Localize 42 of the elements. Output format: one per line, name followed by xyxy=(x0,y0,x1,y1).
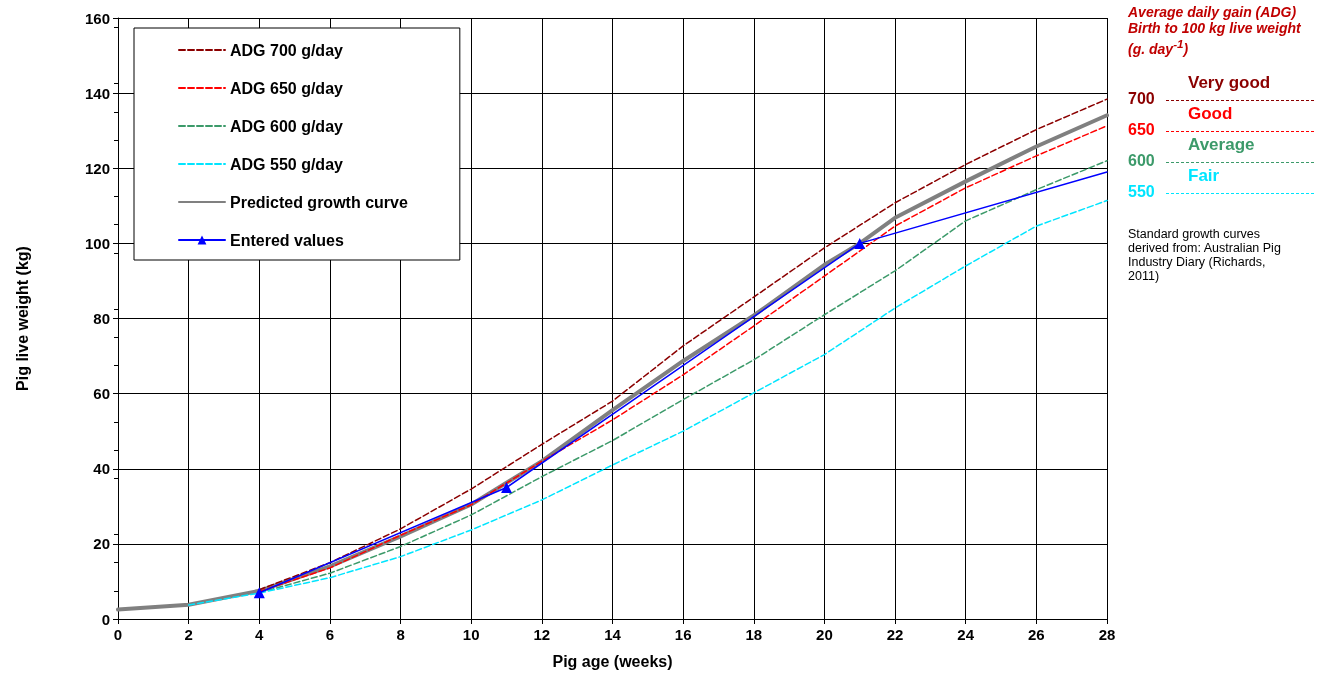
text: Average daily gain (ADG) Birth to 100 kg live weight (g. day$^{-1}$) xyxy=(1128,4,1302,57)
x-tick-label: 0 xyxy=(113,626,123,643)
text: 600 xyxy=(1128,151,1155,170)
x-tick-label: 8 xyxy=(396,626,405,643)
text: Average xyxy=(1188,134,1255,155)
x-tick-label: 14 xyxy=(604,626,622,643)
legend-label: ADG 600 g/day xyxy=(230,117,344,135)
x-tick-label: 2 xyxy=(184,626,193,643)
y-axis-title: Pig live weight (kg) xyxy=(13,246,31,391)
text: 550 xyxy=(1128,182,1155,201)
legend-label: ADG 700 g/day xyxy=(230,41,344,59)
y-tick-label: 160 xyxy=(84,9,110,27)
y-tick-label: 120 xyxy=(84,159,110,177)
text: Standard growth curves derived from: Australian Pig Industry Diary (Richards, 2011) xyxy=(1128,226,1282,283)
x-tick-label: 22 xyxy=(886,626,904,643)
x-tick-label: 12 xyxy=(533,626,551,643)
x-tick-label: 28 xyxy=(1098,626,1116,643)
x-axis-title: Pig age (weeks) xyxy=(552,652,673,670)
x-tick-label: 6 xyxy=(325,626,335,643)
y-tick-label: 140 xyxy=(84,84,110,102)
y-tick-label: 0 xyxy=(101,610,110,628)
legend-label: Entered values xyxy=(230,231,344,249)
y-tick-label: 60 xyxy=(93,385,110,403)
text: Very good xyxy=(1188,72,1271,93)
legend-label: Predicted growth curve xyxy=(230,193,408,211)
text: Fair xyxy=(1188,165,1220,186)
text: 700 xyxy=(1128,89,1155,108)
x-tick-label: 24 xyxy=(957,626,975,643)
x-tick-label: 4 xyxy=(255,626,265,643)
y-tick-label: 80 xyxy=(93,310,110,327)
text: 650 xyxy=(1128,120,1155,139)
y-tick-label: 40 xyxy=(93,460,110,478)
x-tick-label: 20 xyxy=(816,626,833,643)
legend-label: ADG 550 g/day xyxy=(230,155,344,173)
x-tick-label: 16 xyxy=(674,626,692,643)
x-tick-label: 18 xyxy=(745,626,763,643)
x-tick-label: 26 xyxy=(1028,626,1045,643)
text: Good xyxy=(1188,103,1233,124)
legend-label: ADG 650 g/day xyxy=(230,79,344,97)
y-tick-label: 20 xyxy=(93,535,110,553)
x-tick-label: 10 xyxy=(462,626,480,643)
y-tick-label: 100 xyxy=(84,234,110,252)
